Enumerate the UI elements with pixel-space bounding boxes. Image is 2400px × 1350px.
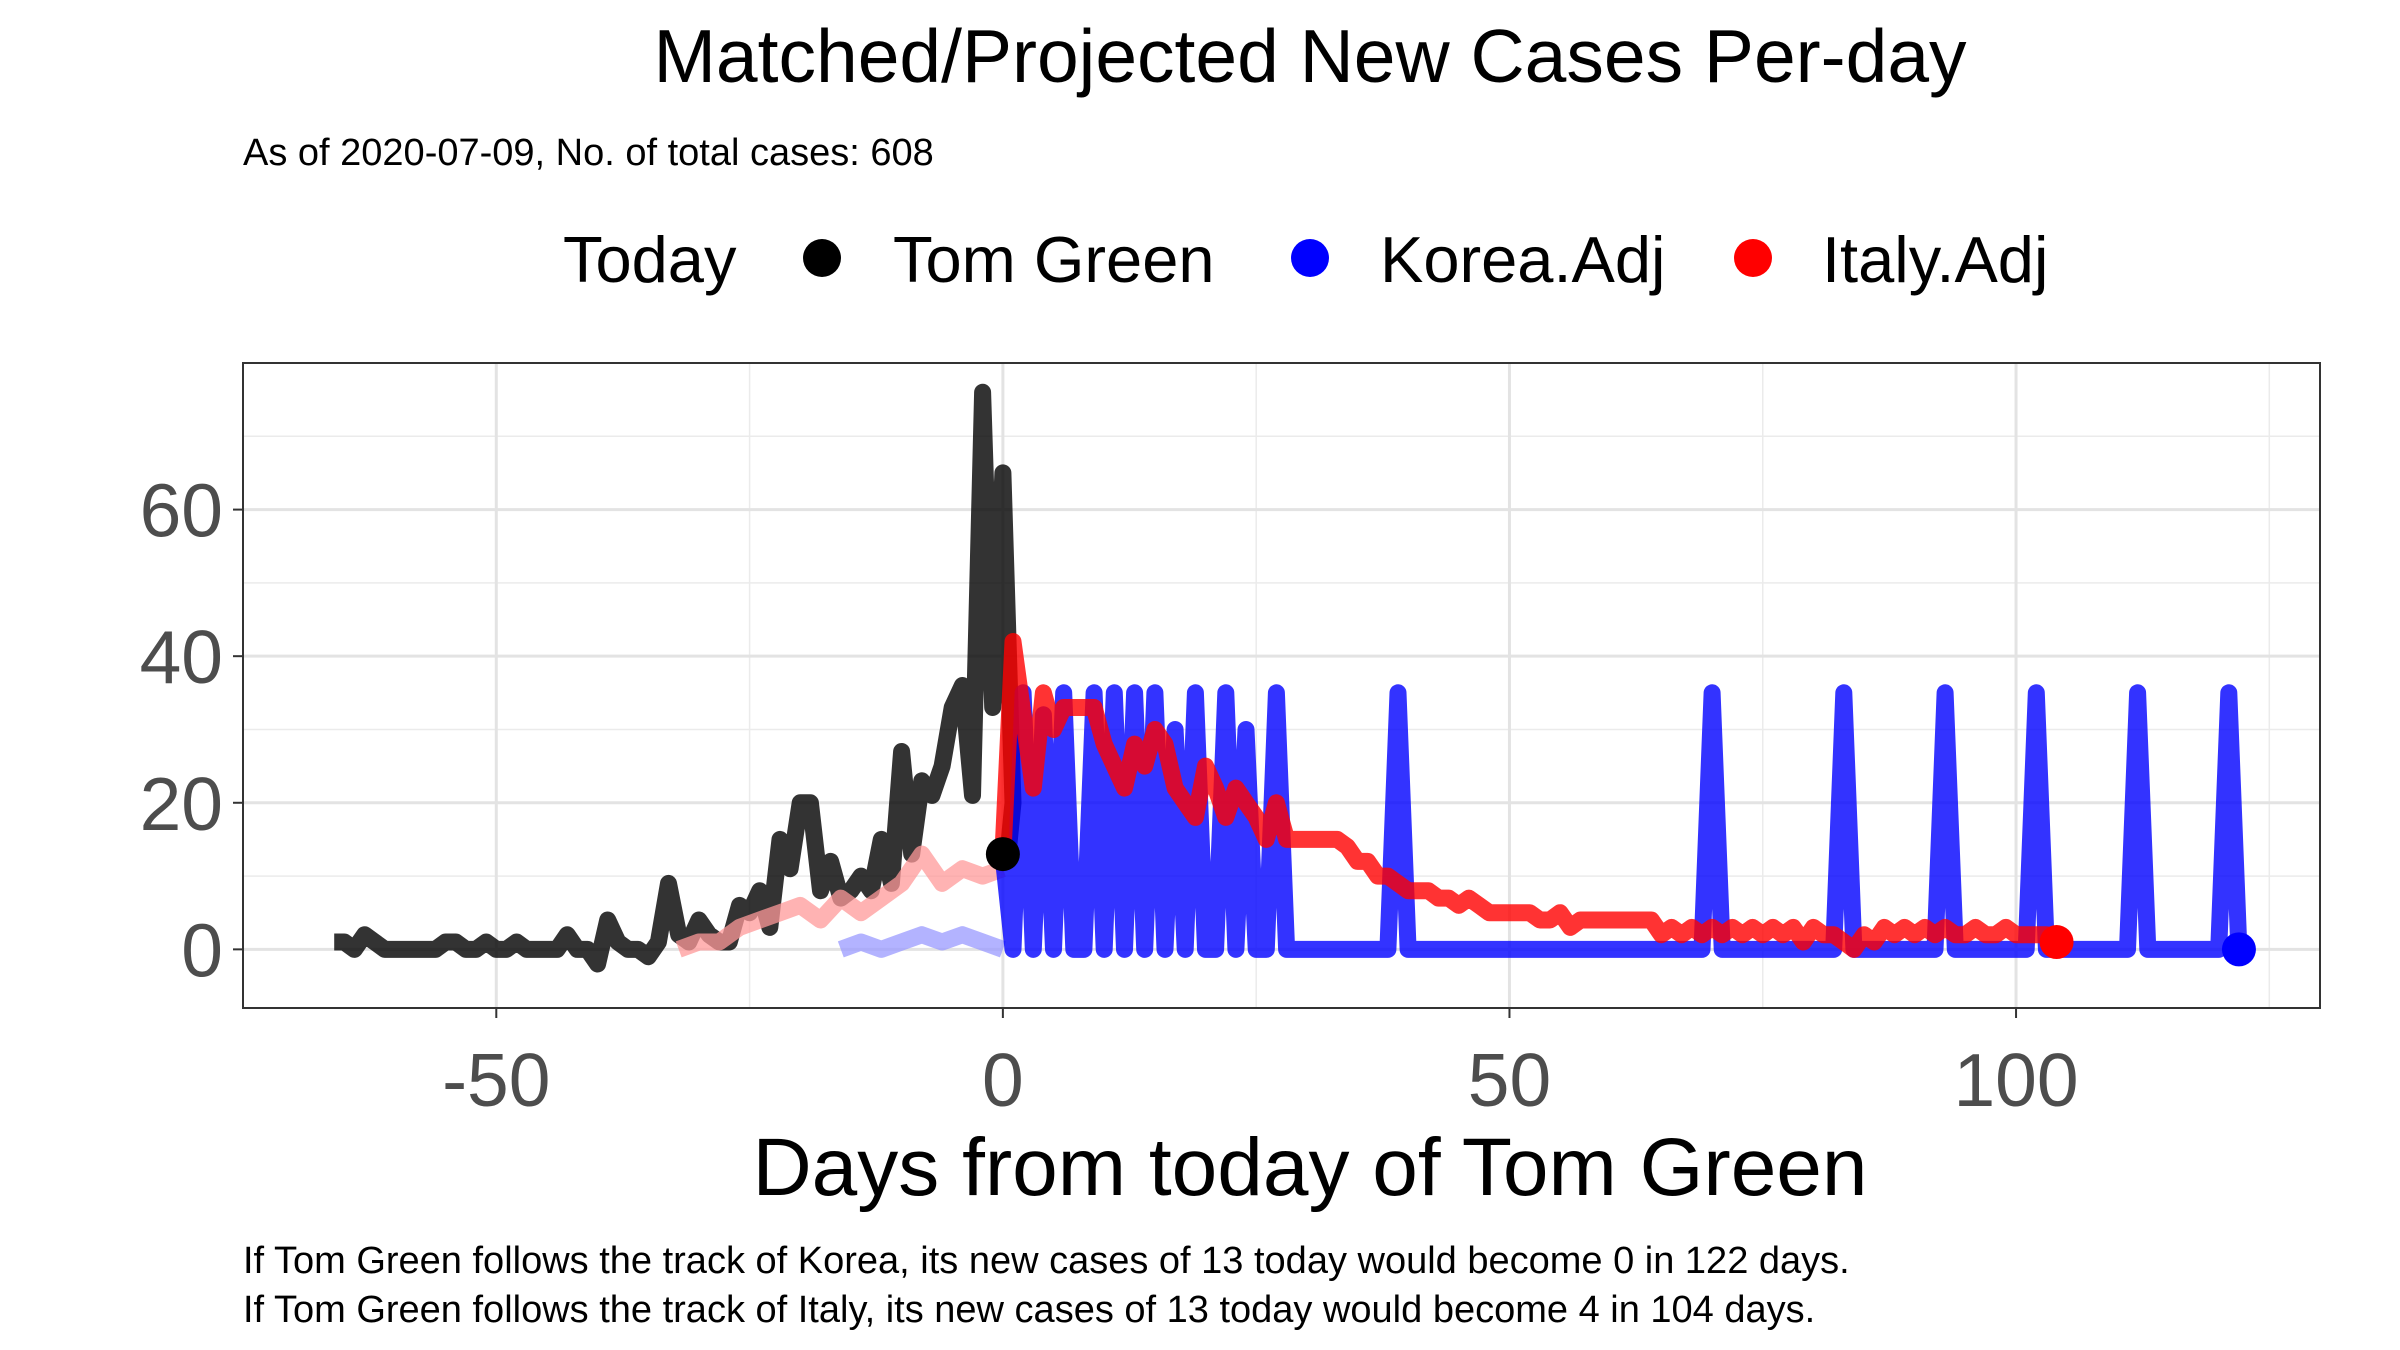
series-line-korea-adj [994,684,2248,958]
y-tick-label: 60 [140,469,223,553]
caption-italy: If Tom Green follows the track of Italy,… [243,1289,1815,1331]
today-markers [985,837,2256,967]
today-marker-korea-adj [2221,932,2256,967]
legend-marker-korea [1291,239,1329,277]
legend: Today Tom Green Korea.Adj Italy.Adj [563,223,2048,296]
panel-border [242,362,2321,1009]
x-axis-title: Days from today of Tom Green [752,1122,1867,1213]
legend-label-tom-green: Tom Green [893,223,1215,296]
caption-korea: If Tom Green follows the track of Korea,… [243,1240,1850,1282]
legend-label-korea: Korea.Adj [1380,223,1665,296]
today-marker-tom-green [985,837,1020,872]
legend-label-italy: Italy.Adj [1822,223,2048,296]
legend-marker-tom-green [803,239,841,277]
chart-title: Matched/Projected New Cases Per-day [653,14,1967,98]
y-tick-label: 40 [140,615,223,699]
x-tick-label: 50 [1468,1038,1551,1122]
series-line-italy-adj-matched-history [675,845,1006,958]
legend-marker-italy [1734,239,1772,277]
x-tick-label: 100 [1953,1038,2078,1122]
series-line-tom-green [334,383,1022,973]
x-axis: -50 0 50 100 [442,1008,2079,1122]
today-marker-italy-adj [2039,925,2074,960]
y-tick-label: 0 [181,908,223,992]
series-line-korea-adj-matched-history [837,926,1006,958]
panel [242,362,2321,1009]
y-axis: 0 20 40 60 [140,469,243,992]
x-tick-label: 0 [982,1038,1024,1122]
y-tick-label: 20 [140,762,223,846]
series-line-italy-adj [994,633,2062,958]
chart-subtitle: As of 2020-07-09, No. of total cases: 60… [243,132,934,174]
x-tick-label: -50 [442,1038,550,1122]
legend-title: Today [563,223,737,296]
series-layer [334,383,2248,973]
